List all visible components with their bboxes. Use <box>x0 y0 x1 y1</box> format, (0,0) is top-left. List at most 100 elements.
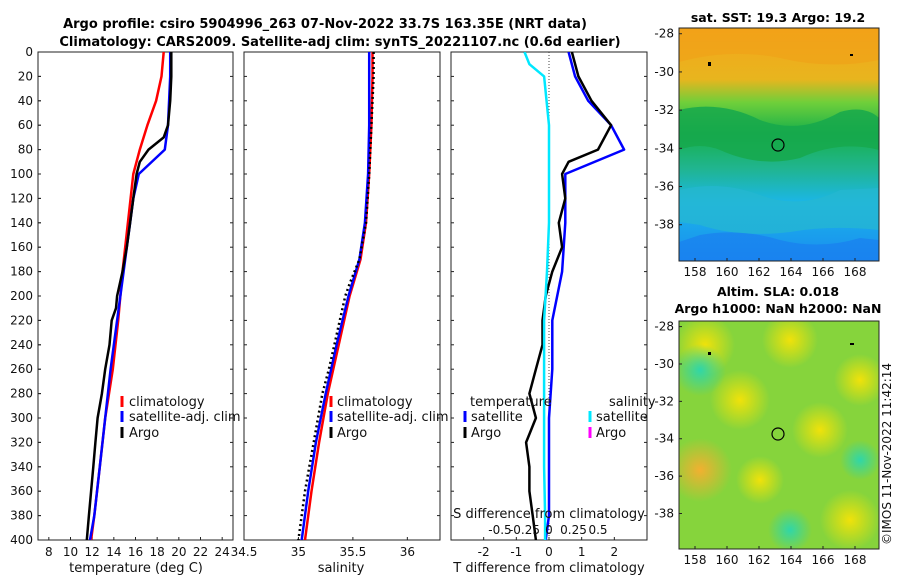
salinity-x-axis: 34.5 35 35.5 36 <box>231 537 415 559</box>
sst-land-dot <box>850 54 853 56</box>
legend-climatology: climatology <box>129 395 205 410</box>
legend-argo: Argo <box>337 426 367 441</box>
x-tick-label: 18 <box>150 545 165 559</box>
legend-t-argo: Argo <box>471 426 501 441</box>
sst-map-ticks: 158 160 162 164 166 168 -28 -30 -32 -34 -36 -38 <box>654 27 866 279</box>
map-y-tick-label: -34 <box>654 432 674 446</box>
sla-cyan-blob <box>768 508 812 549</box>
sla-map-title-1: Altim. SLA: 0.018 <box>717 284 839 299</box>
difference-legend: temperature satellite Argo salinity sate… <box>463 395 656 441</box>
depth-tick-label: 60 <box>18 118 33 132</box>
sla-map-field <box>679 321 879 549</box>
map-y-tick-label: -34 <box>654 141 674 155</box>
sst-orange-band <box>679 28 879 65</box>
map-y-tick-label: -38 <box>654 218 674 232</box>
salinity-panel: 34.5 35 35.5 36 salinity climatology satell… <box>231 51 449 576</box>
salinity-lines <box>297 52 375 540</box>
map-x-tick-label: 160 <box>716 265 739 279</box>
legend-s-argo: Argo <box>596 426 626 441</box>
depth-tick-label: 320 <box>10 435 33 449</box>
t-difference-xlabel: T difference from climatology <box>452 561 645 576</box>
depth-tick-label: 100 <box>10 167 33 181</box>
depth-tick-label: 400 <box>10 533 33 547</box>
map-x-tick-label: 164 <box>780 265 803 279</box>
depth-tick-label: 360 <box>10 484 33 498</box>
map-y-tick-label: -30 <box>654 65 674 79</box>
depth-tick-label: 40 <box>18 94 33 108</box>
x-tick-label: 0 <box>545 545 553 559</box>
x-tick-label: 16 <box>128 545 143 559</box>
legend-argo: Argo <box>129 426 159 441</box>
s-satellite-line <box>523 52 551 540</box>
depth-tick-label: 180 <box>10 265 33 279</box>
x-tick-label: 10 <box>63 545 78 559</box>
salinity-y-ticks <box>244 51 440 541</box>
temperature-lines <box>85 52 173 540</box>
x-tick-label: -2 <box>478 545 490 559</box>
depth-tick-label: 300 <box>10 411 33 425</box>
depth-tick-label: 340 <box>10 460 33 474</box>
s-tick-label: 0.5 <box>588 523 607 537</box>
map-x-tick-label: 166 <box>812 553 835 567</box>
legend-s-satellite: satellite <box>596 410 648 425</box>
sst-land-dot <box>708 62 711 66</box>
temperature-xlabel: temperature (deg C) <box>69 561 203 576</box>
map-x-tick-label: 168 <box>844 553 867 567</box>
depth-tick-label: 220 <box>10 313 33 327</box>
sst-map-field <box>679 28 879 261</box>
sla-blob <box>792 402 848 458</box>
depth-tick-label: 240 <box>10 338 33 352</box>
legend-salinity-heading: salinity <box>609 395 656 410</box>
map-y-tick-label: -30 <box>654 357 674 371</box>
sla-map-title-2: Argo h1000: NaN h2000: NaN <box>675 301 882 316</box>
s-difference-label: S difference from climatology <box>453 507 645 522</box>
sst-green-band <box>679 106 879 162</box>
sst-argo-marker <box>771 138 785 152</box>
map-x-tick-label: 162 <box>748 265 771 279</box>
temperature-axes-box <box>37 51 234 541</box>
t-satellite-line <box>544 52 626 540</box>
temperature-panel: 0 20 40 60 80 100 120 140 160 180 200 220 240 260 280 3… <box>10 45 241 576</box>
legend-temperature-heading: temperature <box>470 395 552 410</box>
map-x-tick-label: 164 <box>780 553 803 567</box>
sla-map-ticks: 158 160 162 164 166 168 -28 -30 -32 -34 -36 -38 <box>654 320 866 567</box>
sla-blob <box>736 456 784 504</box>
s-tick-label: 0.25 <box>560 523 587 537</box>
sla-blob <box>820 490 879 549</box>
s-tick-label: 0 <box>545 523 553 537</box>
sla-blob <box>762 321 818 368</box>
legend-t-satellite: satellite <box>471 410 523 425</box>
map-y-tick-label: -28 <box>654 320 674 334</box>
sla-blob <box>834 354 879 406</box>
x-tick-label: 8 <box>45 545 53 559</box>
difference-panel: -2 -1 0 1 2 T difference from climatology S … <box>450 51 656 576</box>
sla-land-dot <box>850 343 854 345</box>
depth-tick-label: 280 <box>10 387 33 401</box>
depth-tick-label: 200 <box>10 289 33 303</box>
map-y-tick-label: -38 <box>654 506 674 520</box>
x-tick-label: 2 <box>611 545 619 559</box>
sst-blue-band <box>679 232 879 261</box>
sla-orange-blob <box>679 438 732 502</box>
map-y-tick-label: -32 <box>654 103 674 117</box>
x-tick-label: 20 <box>171 545 186 559</box>
map-y-tick-label: -28 <box>654 27 674 41</box>
x-tick-label: 24 <box>215 545 230 559</box>
x-tick-label: 35.5 <box>340 545 367 559</box>
map-x-tick-label: 168 <box>844 265 867 279</box>
depth-axis: 0 20 40 60 80 100 120 140 160 180 200 220 240 260 280 3… <box>10 45 233 547</box>
depth-tick-label: 20 <box>18 69 33 83</box>
x-tick-label: 34.5 <box>231 545 258 559</box>
depth-tick-label: 380 <box>10 509 33 523</box>
map-x-tick-label: 162 <box>748 553 771 567</box>
difference-y-ticks <box>451 51 647 541</box>
sla-cyan-blob <box>679 344 726 396</box>
sst-cyan-band <box>679 186 879 234</box>
map-y-tick-label: -36 <box>654 469 674 483</box>
sst-map: sat. SST: 19.3 Argo: 19.2 158 160 162 164 16… <box>654 10 880 279</box>
x-tick-label: 12 <box>85 545 100 559</box>
t-argo-line <box>524 52 613 540</box>
sla-land-dot <box>708 352 711 355</box>
sla-argo-marker <box>771 427 785 441</box>
